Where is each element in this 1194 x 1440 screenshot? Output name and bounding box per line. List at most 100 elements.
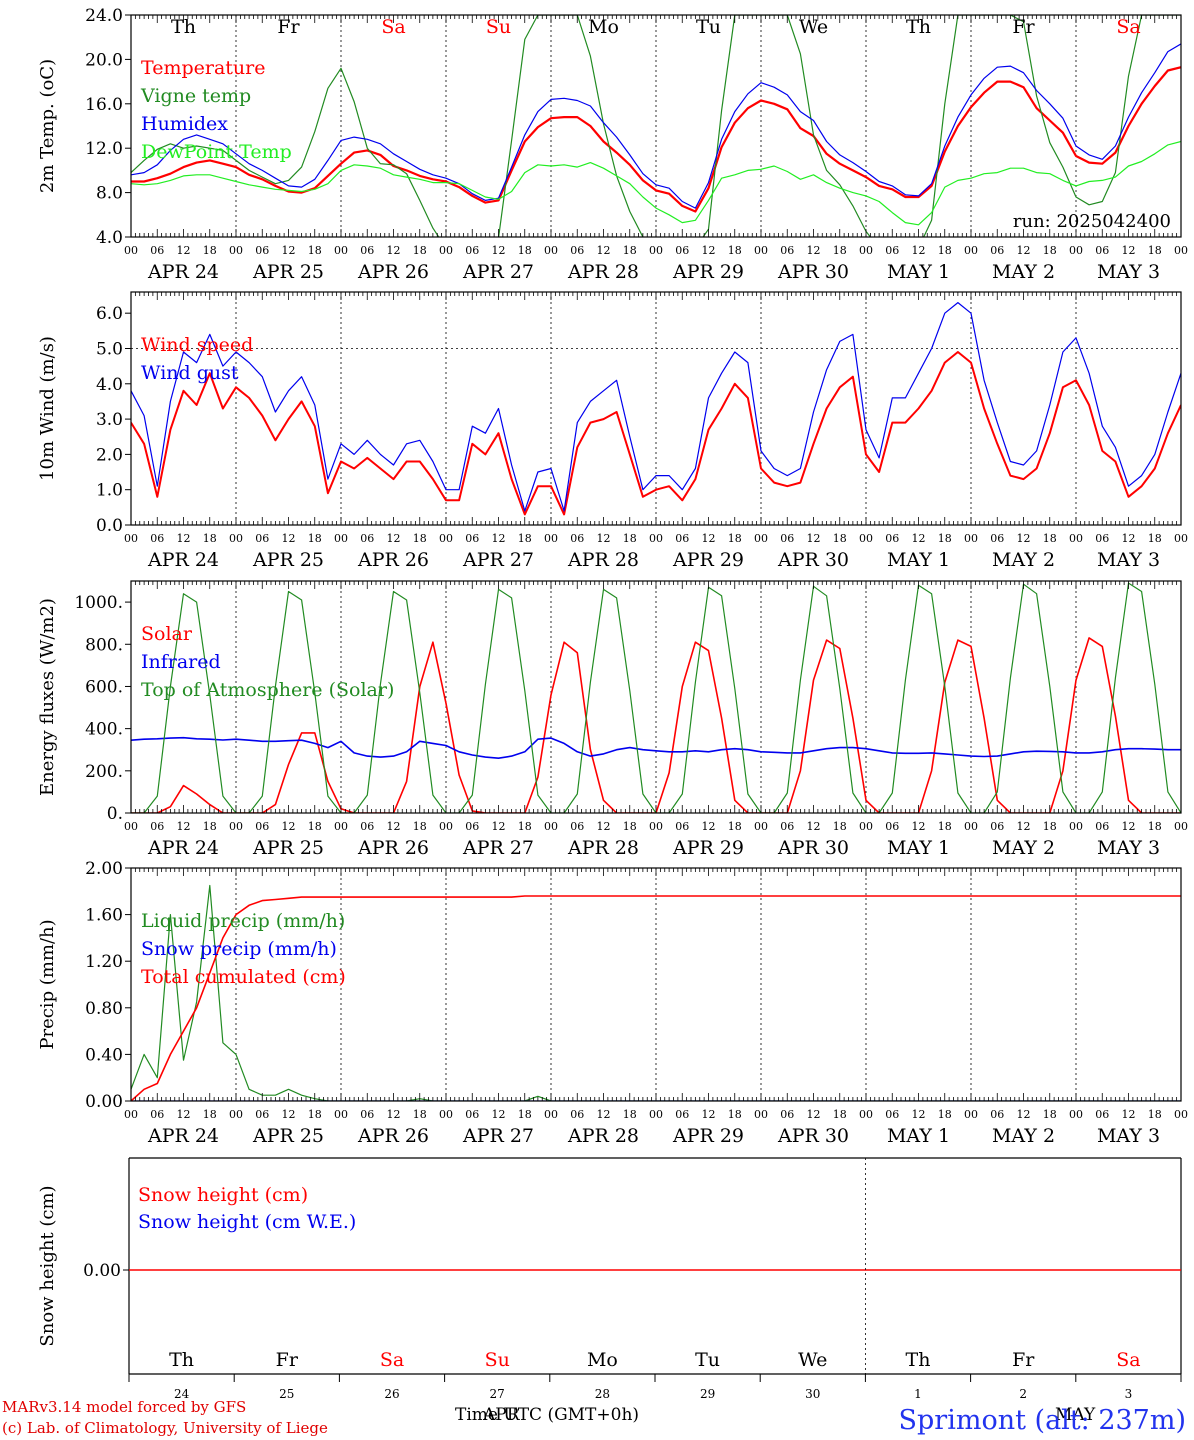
hour-tick-label: 00 (544, 1108, 558, 1121)
date-label: APR 26 (357, 549, 429, 571)
hour-tick-label: 06 (360, 1108, 374, 1121)
legend-entry: Temperature (141, 57, 265, 79)
footer-model-credit: MARv3.14 model forced by GFS (2, 1398, 247, 1416)
hour-tick-label: 18 (623, 820, 637, 833)
hour-tick-label: 12 (1122, 1108, 1136, 1121)
day-number-label: 29 (700, 1387, 715, 1401)
hour-tick-label: 18 (308, 1108, 322, 1121)
date-label: MAY 2 (992, 549, 1055, 571)
hour-tick-label: 06 (780, 1108, 794, 1121)
hour-tick-label: 18 (308, 532, 322, 545)
footer-lab-credit: (c) Lab. of Climatology, University of L… (2, 1419, 328, 1437)
hour-tick-label: 18 (938, 532, 952, 545)
hour-tick-label: 12 (702, 244, 716, 257)
hour-tick-label: 18 (203, 1108, 217, 1121)
hour-tick-label: 12 (597, 244, 611, 257)
date-label: MAY 1 (887, 1125, 950, 1147)
series-line-total-cumulated-cm- (131, 895, 1181, 1101)
hour-tick-label: 06 (360, 820, 374, 833)
hour-tick-label: 12 (912, 820, 926, 833)
hour-tick-label: 06 (150, 820, 164, 833)
hour-tick-label: 00 (754, 244, 768, 257)
legend-entry: Wind gust (141, 362, 239, 384)
hour-tick-label: 18 (413, 532, 427, 545)
hour-tick-label: 18 (833, 244, 847, 257)
y-axis-label: Precip (mm/h) (37, 919, 58, 1049)
date-label: MAY 1 (887, 837, 950, 859)
weekday-label: Th (171, 16, 196, 38)
series-line-top-of-atmosphere-solar- (131, 582, 1181, 813)
hour-tick-label: 00 (859, 244, 873, 257)
y-tick-label: 16.0 (85, 95, 123, 115)
panel-1: 0.0 1.0 2.0 3.0 4.0 5.0 6.0 Wind speed Wind gust… (37, 291, 1182, 536)
day-number-label: 3 (1125, 1387, 1133, 1401)
hour-tick-label: 12 (912, 532, 926, 545)
hour-tick-label: 18 (1043, 244, 1057, 257)
hour-tick-label: 12 (387, 532, 401, 545)
date-label: APR 26 (357, 1125, 429, 1147)
hour-tick-label: 00 (439, 244, 453, 257)
hour-tick-label: 12 (282, 244, 296, 257)
hour-tick-label: 12 (1017, 532, 1031, 545)
weekday-label: Sa (381, 16, 405, 38)
hour-tick-label: 12 (912, 1108, 926, 1121)
day-number-label: 2 (1019, 1387, 1027, 1401)
hour-tick-label: 18 (833, 1108, 847, 1121)
y-tick-label: 3.0 (96, 410, 123, 430)
hour-tick-label: 00 (124, 1108, 138, 1121)
date-label: MAY 3 (1097, 1125, 1160, 1147)
hour-tick-label: 18 (203, 244, 217, 257)
hour-tick-label: 12 (282, 1108, 296, 1121)
y-tick-label: 2.0 (96, 445, 123, 465)
date-label: APR 29 (672, 549, 744, 571)
hour-tick-label: 12 (177, 1108, 191, 1121)
legend-entry: Liquid precip (mm/h) (141, 910, 345, 932)
hour-tick-label: 06 (675, 1108, 689, 1121)
series-line-dewpoint-temp (131, 140, 1181, 226)
hour-tick-label: 12 (912, 244, 926, 257)
date-label: APR 25 (252, 1125, 324, 1147)
hour-tick-label: 06 (885, 1108, 899, 1121)
hour-tick-label: 18 (1148, 532, 1162, 545)
y-tick-label: 5.0 (96, 339, 123, 359)
hour-tick-label: 00 (229, 244, 243, 257)
y-tick-label: 0.00 (85, 1092, 123, 1112)
legend-entry: Snow precip (mm/h) (141, 938, 337, 960)
hour-tick-label: 00 (334, 820, 348, 833)
weekday-label: Fr (1012, 1349, 1035, 1371)
y-tick-label: 1.0 (96, 481, 123, 501)
y-tick-label: 6.0 (96, 304, 123, 324)
y-tick-label: 20.0 (85, 50, 123, 70)
hour-tick-label: 00 (1069, 244, 1083, 257)
date-label: APR 29 (672, 1125, 744, 1147)
y-tick-label: 0.80 (85, 999, 123, 1019)
date-label: MAY 3 (1097, 549, 1160, 571)
date-label: APR 30 (777, 837, 849, 859)
day-number-label: 1 (914, 1387, 922, 1401)
hour-tick-label: 18 (728, 532, 742, 545)
hour-tick-label: 18 (308, 820, 322, 833)
legend-entry: DewPoint Temp (141, 141, 292, 163)
y-tick-label: 4.0 (96, 228, 123, 248)
time-axis-3: 00 06 12 18 00 06 12 18 00 06 12 18 00 06 12 18 00 06 12 18… (124, 868, 1188, 1147)
weekday-label: Mo (587, 1349, 618, 1371)
hour-tick-label: 00 (1069, 1108, 1083, 1121)
hour-tick-label: 18 (623, 244, 637, 257)
hour-tick-label: 06 (570, 244, 584, 257)
hour-tick-label: 00 (544, 820, 558, 833)
hour-tick-label: 06 (360, 244, 374, 257)
date-label: APR 28 (567, 261, 639, 283)
date-label: APR 30 (777, 549, 849, 571)
hour-tick-label: 06 (150, 244, 164, 257)
hour-tick-label: 12 (702, 1108, 716, 1121)
date-label: APR 28 (567, 549, 639, 571)
weekday-label: Su (485, 1349, 510, 1371)
hour-tick-label: 06 (1095, 1108, 1109, 1121)
date-label: APR 27 (462, 261, 534, 283)
hour-tick-label: 18 (1148, 1108, 1162, 1121)
hour-tick-label: 00 (1174, 244, 1188, 257)
weekday-label: Fr (1012, 16, 1035, 38)
hour-tick-label: 18 (518, 820, 532, 833)
weekday-label: Fr (276, 1349, 299, 1371)
hour-tick-label: 12 (1017, 820, 1031, 833)
